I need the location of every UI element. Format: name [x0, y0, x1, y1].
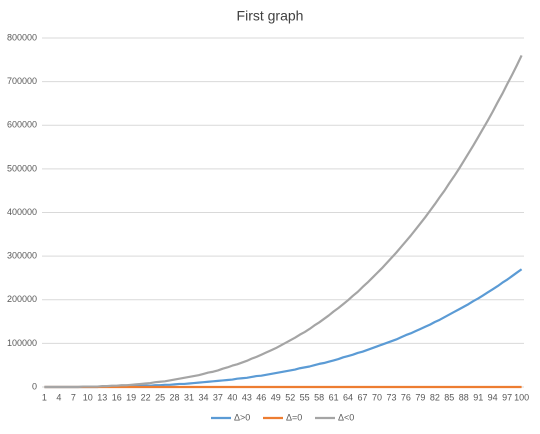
x-tick-label: 67	[358, 392, 368, 402]
y-tick-label: 800000	[7, 32, 37, 42]
y-tick-label: 200000	[7, 294, 37, 304]
x-tick-label: 40	[227, 392, 237, 402]
x-tick-label: 79	[415, 392, 425, 402]
x-tick-label: 70	[372, 392, 382, 402]
x-tick-label: 34	[198, 392, 208, 402]
x-tick-label: 64	[343, 392, 353, 402]
x-tick-label: 58	[314, 392, 324, 402]
x-tick-label: 46	[256, 392, 266, 402]
y-tick-label: 600000	[7, 120, 37, 130]
y-tick-label: 300000	[7, 251, 37, 261]
x-tick-label: 73	[386, 392, 396, 402]
x-tick-label: 91	[473, 392, 483, 402]
x-tick-label: 76	[401, 392, 411, 402]
x-tick-label: 49	[271, 392, 281, 402]
x-tick-label: 7	[71, 392, 76, 402]
x-tick-label: 37	[213, 392, 223, 402]
x-tick-label: 28	[170, 392, 180, 402]
y-tick-label: 0	[32, 381, 37, 391]
x-tick-label: 52	[285, 392, 295, 402]
x-tick-label: 43	[242, 392, 252, 402]
x-tick-label: 61	[329, 392, 339, 402]
x-tick-label: 22	[141, 392, 151, 402]
y-tick-label: 700000	[7, 76, 37, 86]
legend-label: Δ>0	[234, 412, 250, 422]
legend-label: Δ<0	[338, 412, 354, 422]
x-tick-label: 85	[444, 392, 454, 402]
x-tick-label: 25	[155, 392, 165, 402]
x-tick-label: 19	[126, 392, 136, 402]
x-tick-label: 94	[488, 392, 498, 402]
x-tick-label: 10	[83, 392, 93, 402]
x-tick-label: 55	[300, 392, 310, 402]
x-tick-label: 16	[112, 392, 122, 402]
chart-title: First graph	[237, 8, 304, 24]
x-tick-label: 1	[42, 392, 47, 402]
y-tick-label: 500000	[7, 163, 37, 173]
x-tick-label: 97	[502, 392, 512, 402]
x-tick-label: 82	[430, 392, 440, 402]
y-tick-label: 400000	[7, 207, 37, 217]
series-line	[44, 54, 523, 389]
legend-label: Δ=0	[286, 412, 302, 422]
x-tick-label: 88	[459, 392, 469, 402]
x-tick-label: 13	[97, 392, 107, 402]
x-tick-label: 4	[56, 392, 61, 402]
x-tick-label: 31	[184, 392, 194, 402]
y-tick-label: 100000	[7, 338, 37, 348]
x-tick-label: 100	[514, 392, 529, 402]
